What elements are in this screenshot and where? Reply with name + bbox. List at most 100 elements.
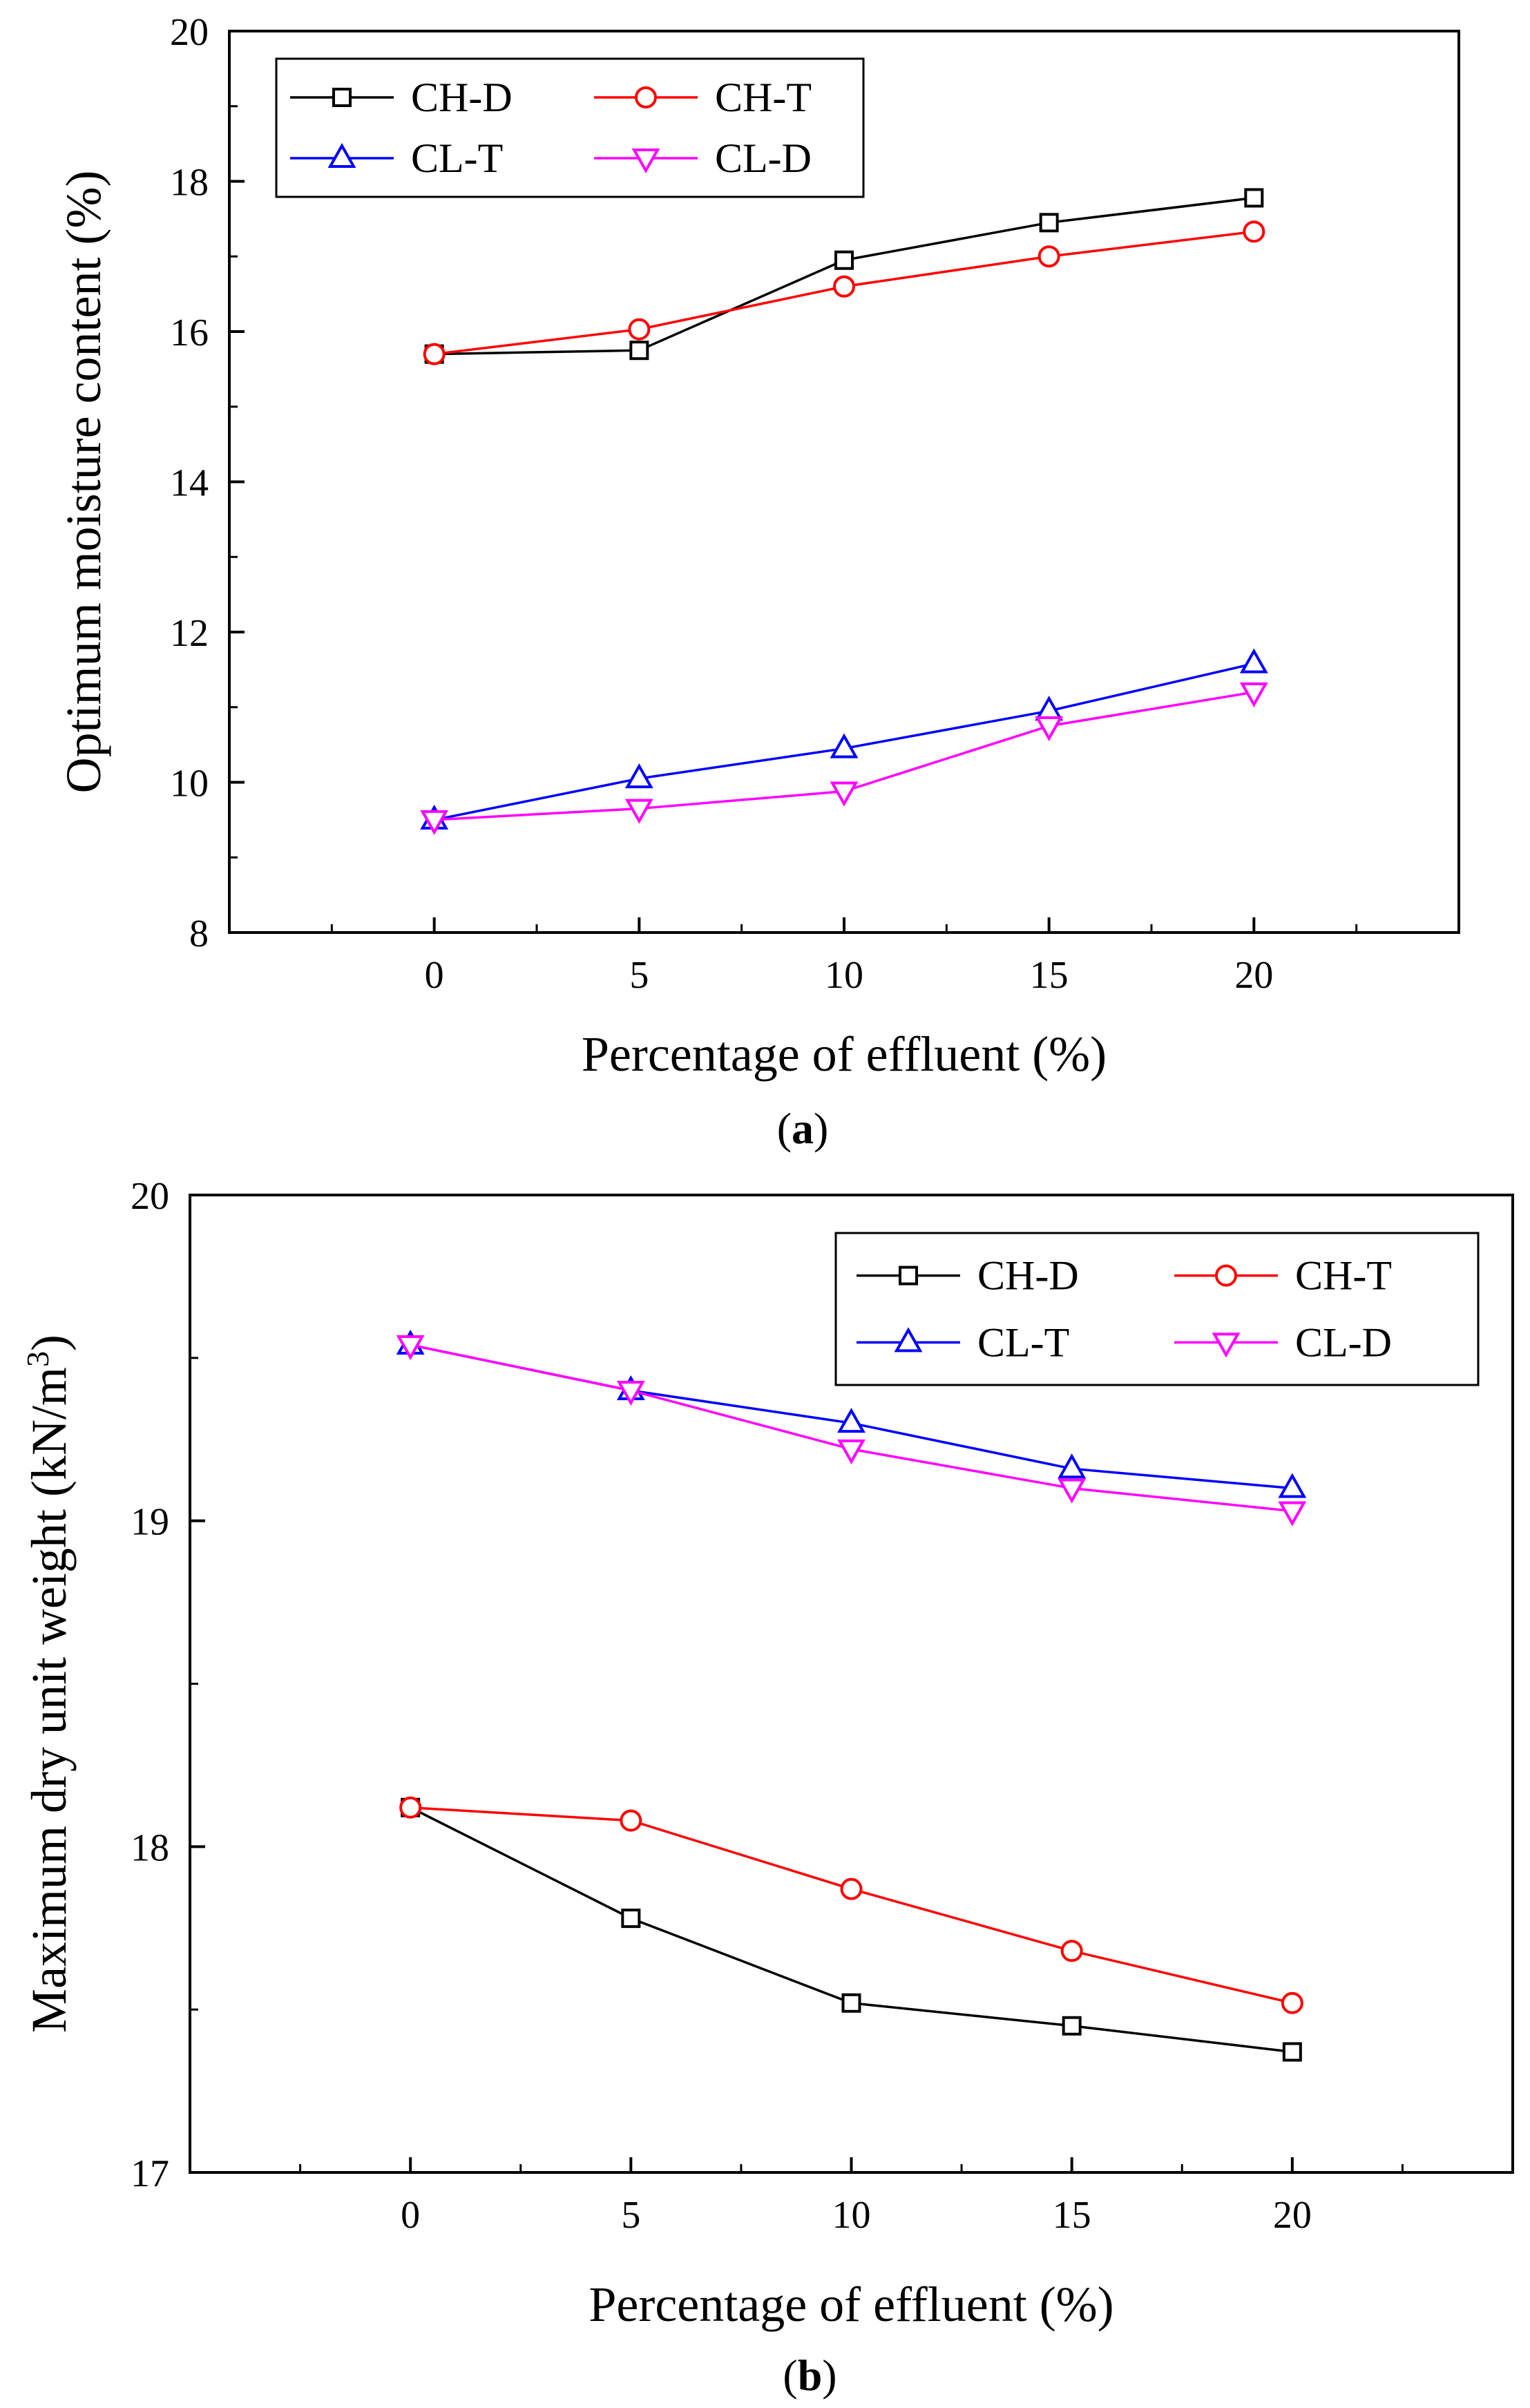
- panel-caption: (a): [777, 1104, 829, 1153]
- caption-letter: a: [792, 1104, 814, 1153]
- data-point: [840, 1877, 863, 1900]
- data-point: [1035, 716, 1064, 741]
- data-point: [1282, 2042, 1302, 2062]
- legend-marker: [1212, 1332, 1241, 1358]
- legend-label: CH-D: [411, 75, 513, 120]
- data-point: [837, 1408, 866, 1433]
- legend: CH-D CH-T CL-T CL-D: [275, 57, 865, 198]
- legend-box: [275, 57, 865, 198]
- data-point: [830, 733, 859, 758]
- x-tick-label: 10: [825, 954, 863, 997]
- y-tick-label: 20: [131, 1175, 169, 1218]
- legend-label: CH-T: [1295, 1253, 1392, 1299]
- series-cl-d: [396, 1335, 1307, 1527]
- y-axis-label-text: Optimum moisture content (%): [56, 171, 111, 794]
- y-tick-label: 19: [131, 1501, 169, 1544]
- caption-close: ): [822, 2351, 836, 2400]
- panel-caption: (b): [783, 2351, 836, 2400]
- legend-item-cl-t: CL-T: [290, 135, 503, 181]
- y-axis-label-suffix: ): [21, 1335, 77, 1351]
- data-point: [1058, 1453, 1087, 1479]
- caption-letter: b: [798, 2351, 823, 2400]
- data-point: [616, 1381, 645, 1406]
- legend-marker: [327, 142, 356, 168]
- x-axis-label: Percentage of effluent (%): [589, 2277, 1113, 2332]
- legend-item-cl-d: CL-D: [594, 135, 812, 181]
- data-point: [1060, 1940, 1083, 1962]
- x-tick-label: 10: [832, 2194, 871, 2237]
- caption-open: (: [777, 1104, 792, 1153]
- series-line: [410, 1806, 1293, 2005]
- data-point: [624, 763, 653, 789]
- legend-marker: [631, 149, 660, 174]
- data-point: [841, 1993, 861, 2013]
- data-point: [1244, 188, 1264, 208]
- legend-label: CH-D: [977, 1253, 1079, 1299]
- x-tick-label: 15: [1030, 954, 1069, 997]
- legend-marker: [332, 88, 352, 107]
- x-tick-label: 0: [425, 954, 444, 997]
- data-point: [834, 250, 854, 270]
- chart-b: 0 5 10 15 20 17 18 19 20 CH-D CH-T CL-T CL-D Percenta…: [20, 1175, 1514, 2400]
- data-point: [624, 799, 653, 824]
- legend-item-ch-d: CH-D: [290, 75, 513, 120]
- x-tick-label: 5: [629, 954, 649, 997]
- series-ch-d: [401, 1797, 1302, 2062]
- x-tick-label: 0: [401, 2194, 420, 2237]
- legend-label: CL-T: [411, 135, 503, 181]
- data-point: [629, 341, 649, 361]
- y-axis-label: Optimum moisture content (%): [56, 171, 111, 794]
- data-point: [830, 781, 859, 807]
- y-axis-label: Maximum dry unit weight (kN/m3): [20, 1335, 77, 2033]
- caption-close: ): [814, 1104, 828, 1153]
- x-axis-label: Percentage of effluent (%): [582, 1026, 1107, 1082]
- x-tick-label: 20: [1234, 954, 1273, 997]
- y-tick-label: 16: [170, 312, 209, 354]
- series-ch-t: [423, 220, 1265, 365]
- legend-marker: [635, 86, 657, 108]
- data-point: [1278, 1501, 1307, 1527]
- series-ch-t: [399, 1796, 1303, 2014]
- y-tick-label: 18: [170, 162, 209, 204]
- y-tick-label: 17: [131, 2152, 169, 2195]
- legend-marker: [894, 1327, 923, 1353]
- legend-item-ch-d: CH-D: [857, 1253, 1079, 1299]
- legend-item-ch-t: CH-T: [594, 75, 812, 120]
- data-point: [1062, 2016, 1082, 2036]
- y-axis-label-text: Maximum dry unit weight (kN/m: [21, 1367, 77, 2033]
- legend-item-cl-d: CL-D: [1174, 1319, 1392, 1365]
- data-point: [420, 810, 449, 835]
- data-point: [1037, 245, 1060, 268]
- legend-marker: [899, 1265, 918, 1286]
- data-point: [620, 1809, 642, 1832]
- legend-label: CH-T: [715, 75, 812, 120]
- data-point: [1239, 682, 1268, 708]
- x-tick-label: 15: [1053, 2194, 1091, 2237]
- y-tick-label: 8: [189, 912, 209, 955]
- y-axis-label-superscript: 3: [20, 1351, 55, 1367]
- data-point: [1281, 1991, 1303, 2014]
- x-tick-label: 5: [621, 2194, 640, 2237]
- x-tick-label: 20: [1273, 2194, 1312, 2237]
- y-tick-label: 14: [170, 462, 209, 505]
- legend-box: [834, 1232, 1480, 1386]
- legend-label: CL-D: [1295, 1319, 1392, 1365]
- y-tick-label: 20: [170, 11, 209, 54]
- data-point: [1058, 1478, 1087, 1504]
- legend-item-cl-t: CL-T: [857, 1319, 1069, 1365]
- data-point: [1039, 213, 1059, 233]
- legend-label: CL-D: [715, 135, 812, 181]
- data-point: [837, 1439, 866, 1464]
- series-cl-d: [420, 682, 1268, 835]
- series-line: [410, 1806, 1293, 2054]
- chart-a: 0 5 10 15 20 8 10 12 14 16 18 20 CH-D CH-T CL-T CL-D Per…: [56, 11, 1460, 1153]
- data-point: [1278, 1473, 1307, 1498]
- data-point: [399, 1796, 422, 1819]
- legend-label: CL-T: [977, 1319, 1069, 1365]
- data-point: [833, 275, 855, 298]
- y-tick-label: 10: [170, 763, 209, 805]
- data-point: [628, 318, 651, 341]
- legend-item-ch-t: CH-T: [1174, 1253, 1392, 1299]
- y-tick-label: 18: [131, 1826, 169, 1869]
